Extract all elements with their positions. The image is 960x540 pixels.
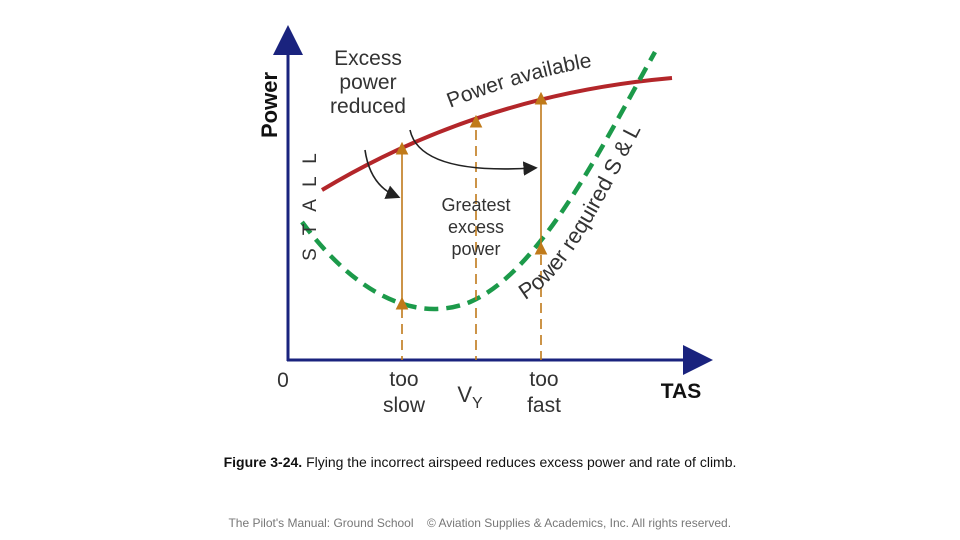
stall-label: S T A L L xyxy=(300,149,321,261)
arrow-slow xyxy=(364,149,401,199)
speed-lines xyxy=(395,91,548,360)
x-label: TAS xyxy=(661,380,701,403)
fast-label: fast xyxy=(527,394,561,417)
slow-label: too xyxy=(389,368,418,391)
fast-label: too xyxy=(529,368,558,391)
y-label: Power xyxy=(257,72,282,138)
power-available-label: Power available xyxy=(444,49,594,113)
caption-label: Figure 3-24. xyxy=(224,454,303,470)
power-required-text: Power required S & L xyxy=(514,120,646,305)
vy-v: V xyxy=(457,382,472,407)
power-required-label: Power required S & L xyxy=(514,120,646,305)
origin-label: 0 xyxy=(277,369,289,392)
excess-line: power xyxy=(339,71,396,94)
arrow-fast xyxy=(409,129,538,176)
power-available-text: Power available xyxy=(444,49,594,113)
excess-line: Excess xyxy=(334,47,402,70)
footer-right: © Aviation Supplies & Academics, Inc. Al… xyxy=(427,516,731,530)
axes xyxy=(273,25,713,375)
greatest-line: excess xyxy=(448,217,504,237)
excess-line: reduced xyxy=(330,95,406,118)
vy-label: VY xyxy=(457,382,483,412)
greatest-line: power xyxy=(451,239,500,259)
footer-left: The Pilot's Manual: Ground School xyxy=(228,516,413,530)
caption-text: Flying the incorrect airspeed reduces ex… xyxy=(302,454,736,470)
caption: Figure 3-24. Flying the incorrect airspe… xyxy=(224,454,737,470)
slow-label: slow xyxy=(383,394,426,417)
power-required-curve xyxy=(300,50,657,312)
power-available-curve xyxy=(320,76,673,192)
greatest-line: Greatest xyxy=(441,195,510,215)
vy-sub: Y xyxy=(472,395,483,412)
